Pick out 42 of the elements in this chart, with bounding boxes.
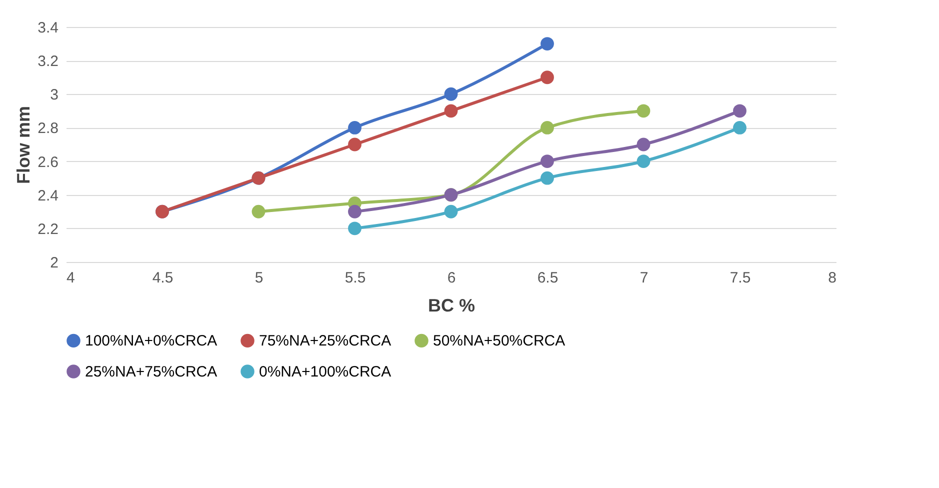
legend-label: 0%NA+100%CRCA	[259, 364, 392, 380]
point	[348, 121, 362, 134]
y-tick-label: 2.2	[38, 220, 58, 238]
y-axis-title: Flow mm	[14, 106, 34, 184]
y-tick-label: 3	[50, 86, 58, 104]
x-tick-label: 5	[254, 270, 264, 286]
point	[636, 138, 650, 152]
point	[540, 154, 554, 168]
y-tick-label: 2.8	[38, 120, 58, 138]
point	[348, 204, 362, 218]
point	[733, 104, 746, 118]
point	[636, 154, 650, 168]
x-tick-label: 7	[640, 270, 648, 286]
point	[540, 37, 554, 50]
point	[540, 70, 554, 84]
x-tick-label: 5.5	[344, 270, 366, 286]
legend-label: 25%NA+75%CRCA	[85, 364, 218, 380]
y-tick-label: 3.2	[38, 53, 58, 70]
x-tick-label: 4.5	[152, 270, 174, 286]
point	[252, 204, 266, 218]
x-tick-label: 8	[828, 270, 836, 286]
legend-label: 100%NA+0%CRCA	[85, 332, 218, 350]
legend-label: 50%NA+50%CRCA	[433, 332, 566, 350]
point	[540, 171, 554, 185]
point	[733, 121, 746, 134]
legend-label: 75%NA+25%CRCA	[259, 332, 392, 350]
y-tick-label: 3.4	[38, 20, 58, 36]
point	[348, 138, 362, 152]
y-tick-label: 2.6	[38, 154, 58, 171]
y-tick-label: 2	[50, 254, 58, 272]
x-tick-label: 7.5	[730, 270, 751, 286]
x-tick-label: 6	[447, 270, 456, 286]
y-tick-label: 2.4	[38, 187, 58, 204]
point	[348, 222, 362, 236]
x-axis-title: BC %	[428, 296, 476, 316]
point	[636, 104, 650, 118]
x-tick-label: 4	[66, 270, 75, 286]
point	[444, 104, 458, 118]
point	[444, 204, 458, 218]
point	[540, 121, 554, 134]
point	[444, 87, 458, 101]
x-tick-label: 6.5	[537, 270, 558, 286]
